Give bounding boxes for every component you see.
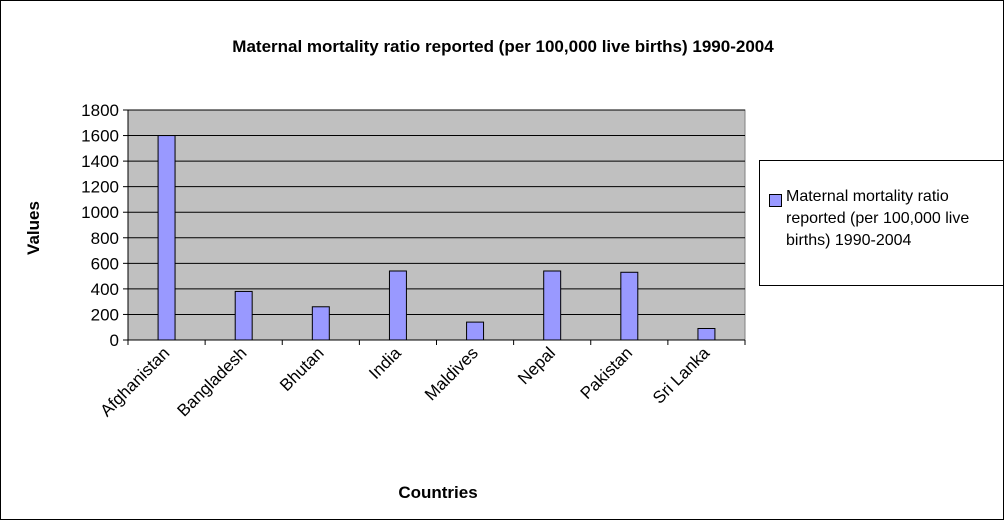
- y-ticks: 0 200 400 600 800 1000 1200 1400 1600 1800: [81, 101, 128, 350]
- x-tick-label: India: [365, 343, 405, 383]
- x-tick-label: Maldives: [421, 343, 482, 404]
- bar-nepal: [543, 270, 562, 341]
- y-tick-label: 1000: [81, 203, 119, 222]
- y-tick-label: 600: [91, 254, 119, 273]
- y-tick-label: 800: [91, 229, 119, 248]
- y-tick-label: 200: [91, 305, 119, 324]
- y-tick-label: 1400: [81, 152, 119, 171]
- x-axis-label: Countries: [398, 483, 478, 502]
- legend-swatch: [769, 194, 782, 207]
- legend: Maternal mortality ratio reported (per 1…: [759, 160, 1003, 286]
- plot-background: [127, 109, 746, 341]
- x-tick-label: Bhutan: [276, 343, 328, 395]
- bar-afghanistan: [157, 135, 176, 341]
- bar-bhutan: [311, 306, 330, 341]
- bars: [157, 135, 716, 341]
- gridlines: [128, 109, 745, 315]
- bar-sri-lanka: [697, 328, 716, 341]
- x-tick-label: Nepal: [514, 343, 559, 388]
- legend-label: Maternal mortality ratio reported (per 1…: [786, 188, 970, 249]
- chart-title: Maternal mortality ratio reported (per 1…: [232, 37, 774, 56]
- bar-bangladesh: [234, 290, 253, 341]
- bar-maldives: [466, 321, 485, 341]
- x-tick-label: Bangladesh: [174, 343, 251, 420]
- y-tick-label: 400: [91, 280, 119, 299]
- x-tick-label: Afghanistan: [96, 343, 173, 420]
- bar-pakistan: [620, 271, 639, 341]
- y-tick-label: 1600: [81, 127, 119, 146]
- y-tick-label: 0: [110, 331, 119, 350]
- y-tick-label: 1200: [81, 178, 119, 197]
- y-tick-label: 1800: [81, 101, 119, 120]
- x-tick-label: Sri Lanka: [649, 343, 714, 408]
- bar-india: [388, 270, 407, 341]
- x-tick-label: Pakistan: [577, 343, 637, 403]
- x-ticks: Afghanistan Bangladesh Bhutan India Maldives…: [96, 340, 746, 420]
